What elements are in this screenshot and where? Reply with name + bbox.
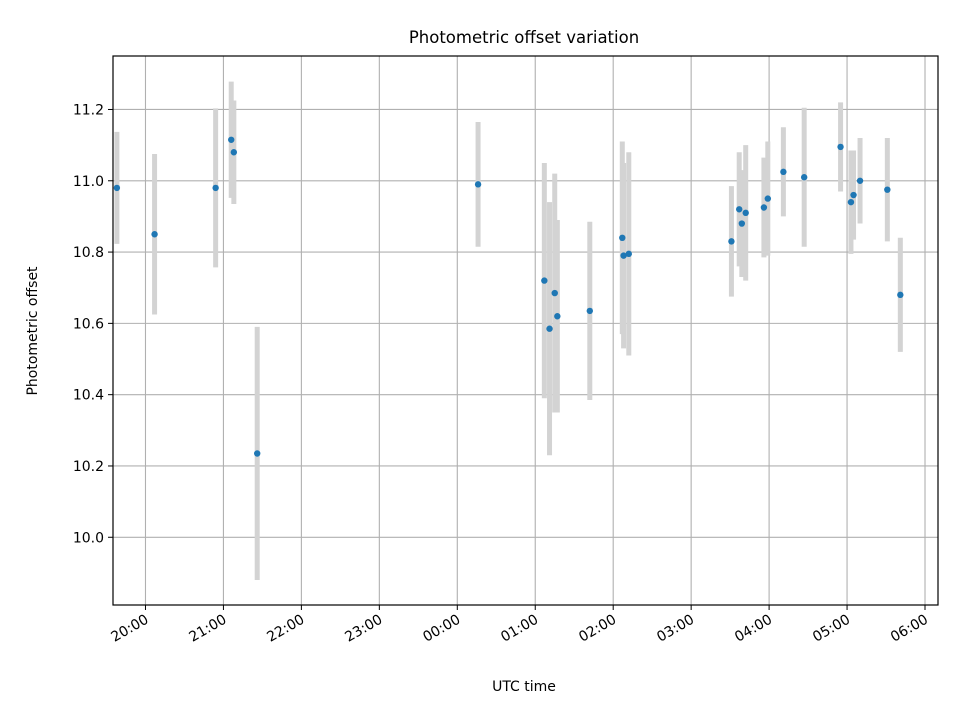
data-point: [800, 174, 808, 181]
data-point: [541, 277, 548, 284]
data-point: [619, 234, 626, 242]
data-point: [837, 143, 844, 151]
data-point: [738, 220, 746, 227]
plot-frame: [112, 55, 939, 606]
y-tick-label: 10.6: [73, 316, 104, 332]
data-point: [897, 291, 904, 299]
data-point: [228, 136, 235, 143]
data-point: [620, 252, 627, 259]
data-point: [625, 250, 632, 258]
data-point: [554, 313, 561, 320]
y-axis: 10.0 10.2 10.4 10.6 10.8 11.0 11.2: [73, 102, 113, 546]
data-point: [230, 149, 238, 156]
data-points: [113, 136, 904, 457]
y-tick-label: 10.4: [73, 388, 104, 404]
data-point: [760, 204, 768, 211]
data-point: [847, 198, 855, 206]
data-point: [586, 307, 594, 315]
data-point: [884, 186, 891, 193]
y-tick-label: 10.0: [73, 530, 104, 546]
data-point: [850, 191, 857, 199]
grid: [113, 56, 938, 605]
data-point: [856, 177, 864, 184]
y-tick-label: 11.0: [73, 174, 104, 190]
data-point: [551, 289, 558, 297]
data-point: [728, 238, 735, 245]
y-axis-label: Photometric offset: [25, 266, 41, 396]
data-point: [546, 325, 553, 332]
data-point: [151, 231, 158, 238]
data-point: [113, 184, 121, 192]
data-point: [212, 184, 219, 192]
data-point: [764, 195, 772, 202]
y-tick-label: 10.2: [73, 459, 104, 475]
y-tick-label: 11.2: [73, 102, 104, 118]
data-point: [780, 168, 787, 176]
data-point: [474, 181, 482, 188]
chart-title: Photometric offset variation: [409, 28, 639, 47]
x-axis-label: UTC time: [492, 679, 556, 695]
data-point: [742, 209, 749, 217]
data-point: [736, 206, 743, 213]
data-point: [254, 450, 261, 457]
y-tick-label: 10.8: [73, 245, 104, 261]
